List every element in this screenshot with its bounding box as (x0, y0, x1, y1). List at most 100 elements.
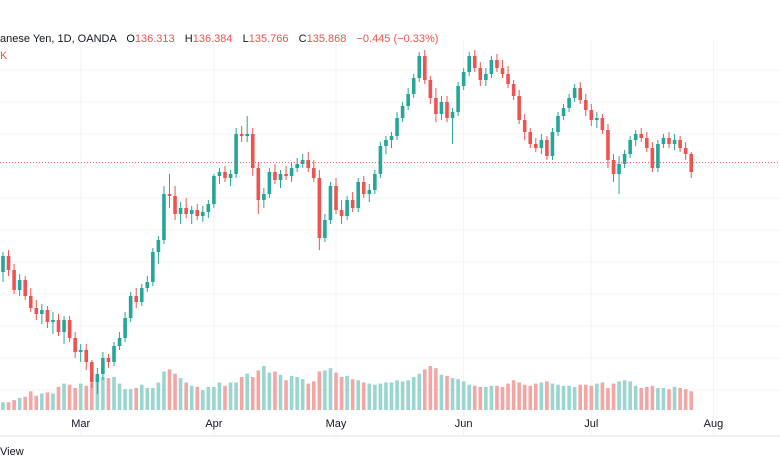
volume-bar (317, 371, 322, 410)
candle (328, 182, 333, 224)
candle-body (667, 138, 671, 144)
candle-body (317, 178, 322, 238)
volume-bar (12, 400, 16, 410)
volume-bar (384, 382, 388, 410)
candle-body (506, 74, 510, 84)
candle (145, 276, 150, 292)
candle (439, 96, 444, 120)
candle-body (411, 78, 416, 94)
candle (34, 300, 39, 320)
candle (461, 68, 466, 90)
candle-body (484, 74, 488, 80)
candle (572, 84, 577, 102)
symbol-label: anese Yen, 1D, OANDA (0, 33, 117, 45)
candle-body (295, 164, 299, 168)
volume-bars (1, 366, 693, 410)
volume-bar (128, 389, 133, 410)
volume-bar (589, 385, 594, 410)
candle (212, 174, 216, 208)
candle-body (511, 84, 516, 96)
candle-body (262, 194, 266, 200)
change-value: −0.445 (−0.33%) (356, 33, 439, 45)
volume-bar (145, 388, 150, 410)
candle (51, 312, 55, 334)
candle (489, 56, 494, 78)
volume-bar (434, 368, 438, 410)
candle (506, 66, 510, 88)
volume-bar (506, 383, 510, 410)
volume-bar (34, 395, 39, 410)
volume-bar (400, 381, 405, 410)
volume-bar (639, 388, 644, 410)
candle-body (189, 210, 194, 214)
candle (139, 284, 144, 306)
candle-body (212, 176, 216, 204)
candle (228, 170, 233, 186)
candle-body (561, 108, 566, 116)
candle (284, 166, 288, 180)
candle (522, 114, 527, 140)
candle-body (350, 200, 355, 208)
candle (345, 196, 349, 220)
candle (67, 316, 72, 342)
candle-body (545, 140, 549, 156)
candle-body (361, 182, 366, 194)
candle (583, 94, 588, 116)
volume-bar (62, 383, 66, 410)
candle (445, 96, 449, 122)
volume-bar (212, 386, 216, 410)
high-label: H (184, 33, 193, 45)
candle-body (84, 350, 89, 362)
candle-body (467, 56, 471, 72)
candle-body (633, 134, 638, 140)
close-value: 135.868 (306, 33, 347, 45)
volume-bar (295, 377, 299, 410)
candle-body (62, 320, 66, 332)
candle-body (139, 288, 144, 302)
x-tick-label: Mar (71, 418, 90, 430)
low-value: 135.766 (248, 33, 289, 45)
candle-body (600, 118, 605, 130)
candle-body (34, 308, 39, 314)
candle-body (539, 140, 544, 148)
volume-bar (156, 382, 161, 410)
volume-bar (678, 388, 682, 410)
candle (400, 102, 405, 122)
candle (201, 206, 205, 222)
candle-body (345, 200, 349, 216)
candle (450, 108, 455, 144)
volume-bar (328, 368, 333, 410)
volume-bar (173, 373, 177, 410)
candle (295, 158, 299, 172)
candle (534, 138, 538, 152)
candle-body (128, 296, 133, 318)
volume-bar (23, 396, 27, 410)
candle-body (656, 144, 660, 168)
candle-body (206, 204, 211, 212)
tradingview-attribution[interactable]: View (0, 446, 24, 458)
candle (467, 52, 471, 76)
candle (1, 252, 5, 282)
candle (23, 276, 27, 300)
candle (334, 178, 338, 214)
candle-body (439, 102, 444, 114)
candle (556, 112, 560, 136)
x-tick-label: May (326, 418, 347, 430)
candle-body (223, 172, 227, 178)
volume-bar (495, 385, 499, 410)
candle (472, 50, 477, 72)
candle-body (323, 220, 327, 238)
volume-bar (583, 384, 588, 410)
candle (317, 170, 322, 250)
volume-bar (73, 388, 77, 410)
candle (12, 264, 16, 294)
candle-body (134, 296, 138, 302)
candle-body (178, 208, 183, 214)
volume-bar (223, 385, 227, 410)
candle (389, 132, 394, 148)
candle (611, 154, 616, 182)
candle (550, 128, 555, 160)
candle (645, 132, 649, 152)
